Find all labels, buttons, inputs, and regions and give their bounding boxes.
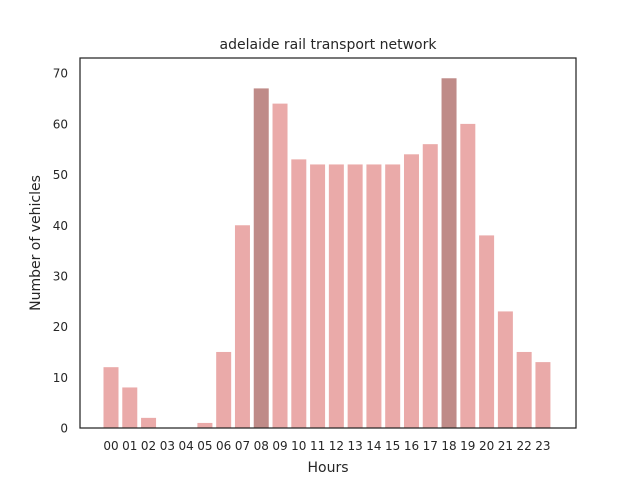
bar-05 [197, 422, 213, 428]
y-tick-label: 30 [53, 269, 68, 283]
bar-18 [441, 78, 457, 429]
y-tick-label: 20 [53, 320, 68, 334]
x-tick-label: 08 [254, 439, 269, 453]
x-tick-label: 05 [197, 439, 212, 453]
bar-07 [234, 225, 250, 428]
x-tick-label: 12 [329, 439, 344, 453]
y-tick-label: 10 [53, 371, 68, 385]
bar-14 [366, 164, 382, 428]
bar-15 [385, 164, 401, 428]
x-tick-label: 14 [366, 439, 381, 453]
bar-09 [272, 103, 288, 429]
bar-12 [328, 164, 344, 428]
bar-17 [422, 144, 438, 428]
bar-08 [253, 88, 269, 428]
bar-10 [291, 159, 307, 428]
x-tick-label: 13 [347, 439, 362, 453]
x-tick-label: 18 [441, 439, 456, 453]
x-tick-label: 17 [423, 439, 438, 453]
x-tick-label: 01 [122, 439, 137, 453]
bar-02 [141, 417, 157, 428]
x-tick-label: 22 [517, 439, 532, 453]
x-tick-label: 20 [479, 439, 494, 453]
y-axis-label: Number of vehicles [28, 175, 44, 311]
bar-16 [403, 154, 419, 429]
x-axis-ticks: 00 01 02 03 04 05 06 07 08 09 10 11 12 13 14 15 16 17 18 19… [103, 439, 550, 453]
bar-13 [347, 164, 363, 428]
x-tick-label: 06 [216, 439, 231, 453]
bar-01 [122, 387, 138, 428]
y-tick-label: 60 [53, 117, 68, 131]
bar-00 [103, 367, 119, 428]
chart-title: adelaide rail transport network [220, 37, 438, 53]
x-tick-label: 11 [310, 439, 325, 453]
bar-21 [497, 311, 513, 428]
x-tick-label: 19 [460, 439, 475, 453]
y-tick-label: 0 [60, 422, 68, 436]
y-tick-label: 40 [53, 219, 68, 233]
bars-group [103, 78, 551, 429]
x-tick-label: 23 [535, 439, 550, 453]
bar-06 [216, 351, 232, 428]
x-tick-label: 03 [160, 439, 175, 453]
bar-22 [516, 351, 532, 428]
x-tick-label: 02 [141, 439, 156, 453]
x-tick-label: 09 [272, 439, 287, 453]
y-axis-ticks: 0 10 20 30 40 50 60 70 [53, 67, 68, 436]
x-tick-label: 15 [385, 439, 400, 453]
x-tick-label: 10 [291, 439, 306, 453]
y-tick-label: 50 [53, 168, 68, 182]
y-tick-label: 70 [53, 67, 68, 81]
bar-19 [460, 123, 476, 428]
bar-20 [479, 235, 495, 428]
x-tick-label: 04 [178, 439, 193, 453]
bar-23 [535, 362, 551, 428]
x-tick-label: 21 [498, 439, 513, 453]
bar-11 [310, 164, 326, 428]
plot-area-frame [79, 57, 577, 429]
x-tick-label: 00 [103, 439, 118, 453]
x-tick-label: 16 [404, 439, 419, 453]
x-tick-label: 07 [235, 439, 250, 453]
x-axis-label: Hours [307, 460, 348, 476]
